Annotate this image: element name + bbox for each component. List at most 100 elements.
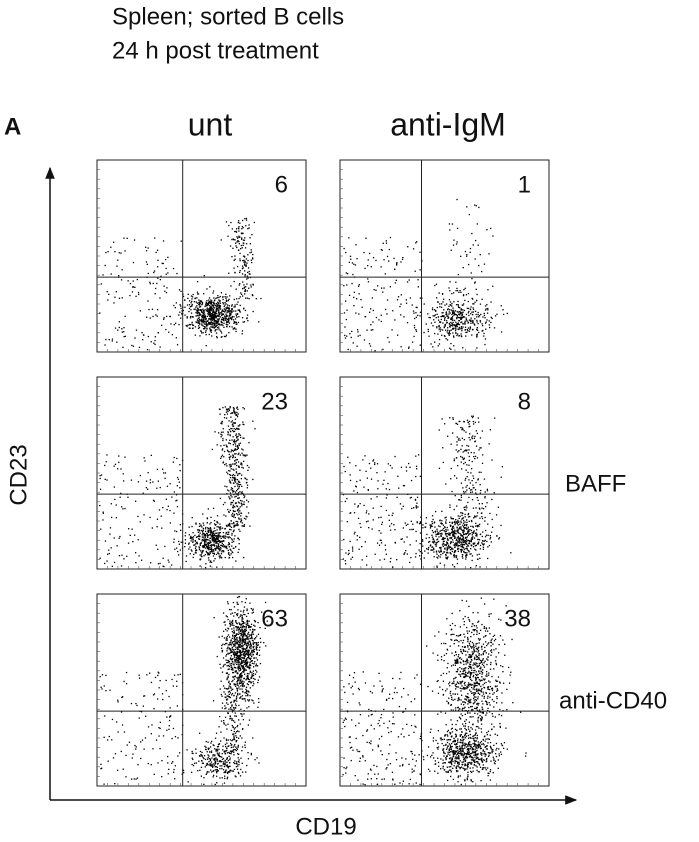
event-dot (116, 341, 118, 343)
event-dot (224, 761, 227, 763)
event-dot (225, 628, 227, 631)
event-dot (211, 316, 213, 318)
event-dot (455, 530, 457, 532)
event-dot (234, 463, 236, 465)
event-dot (467, 471, 469, 474)
event-dot (236, 436, 238, 438)
event-dot (218, 296, 220, 299)
event-dot (465, 313, 468, 316)
event-dot (223, 630, 225, 632)
event-dot (128, 528, 130, 530)
event-dot (234, 418, 237, 420)
event-dot (188, 327, 190, 329)
event-dot (212, 317, 214, 319)
event-dot (221, 434, 223, 436)
event-dot (460, 448, 462, 450)
event-dot (152, 694, 155, 696)
event-dot (450, 467, 452, 470)
event-dot (465, 294, 468, 296)
event-dot (241, 268, 244, 270)
event-dot (105, 461, 107, 463)
event-dot (474, 515, 476, 517)
event-dot (482, 329, 484, 332)
event-dot (249, 687, 251, 689)
event-dot (472, 319, 474, 322)
event-dot (230, 742, 232, 745)
event-dot (413, 335, 415, 338)
event-dot (436, 565, 438, 567)
event-dot (226, 321, 228, 323)
event-dot (209, 301, 211, 303)
event-dot (241, 474, 243, 476)
event-dot (465, 556, 467, 558)
event-dot (222, 666, 224, 668)
event-dot (235, 653, 238, 655)
event-dot (141, 332, 143, 334)
event-dot (378, 530, 380, 532)
event-dot (246, 619, 248, 622)
event-dot (209, 530, 211, 532)
event-dot (147, 488, 149, 490)
event-dot (209, 757, 211, 760)
event-dot (356, 258, 358, 260)
event-dot (234, 635, 237, 637)
event-dot (446, 315, 448, 317)
event-dot (207, 754, 209, 756)
event-dot (469, 533, 471, 535)
event-dot (114, 753, 117, 755)
event-dot (457, 550, 459, 552)
event-dot (349, 474, 351, 476)
event-dot (435, 550, 438, 552)
event-dot (238, 241, 240, 243)
event-dot (226, 653, 228, 656)
event-dot (431, 530, 434, 532)
event-dot (229, 537, 231, 539)
event-dot (224, 464, 226, 466)
event-dot (157, 671, 159, 673)
event-dot (432, 325, 434, 327)
event-dot (244, 289, 247, 291)
event-dot (242, 618, 244, 620)
event-dot (173, 538, 175, 540)
event-dot (179, 549, 181, 551)
event-dot (466, 546, 468, 548)
event-dot (235, 495, 237, 497)
event-dot (225, 531, 227, 534)
event-dot (377, 285, 379, 287)
event-dot (463, 457, 465, 459)
event-dot (237, 492, 240, 494)
event-dot (436, 556, 438, 558)
event-dot (465, 335, 467, 337)
event-dot (193, 308, 195, 310)
event-dot (220, 548, 222, 550)
event-dot (224, 763, 226, 765)
event-dot (463, 490, 465, 493)
event-dot (463, 430, 465, 432)
event-dot (228, 310, 230, 312)
event-dot (231, 704, 233, 706)
event-dot (248, 679, 251, 681)
event-dot (439, 306, 441, 308)
event-dot (206, 539, 208, 541)
event-dot (446, 339, 449, 341)
event-dot (427, 330, 429, 333)
event-dot (139, 474, 141, 477)
event-dot (238, 220, 240, 222)
event-dot (197, 308, 199, 310)
event-dot (452, 332, 454, 334)
event-dot (184, 314, 186, 316)
event-dot (467, 532, 469, 534)
event-dot (449, 324, 451, 326)
event-dot (460, 318, 463, 320)
event-dot (208, 747, 210, 750)
event-dot (155, 251, 157, 254)
event-dot (415, 506, 417, 508)
event-dot (252, 478, 254, 481)
event-dot (190, 540, 192, 542)
event-dot (237, 760, 239, 763)
event-dot (204, 745, 206, 747)
event-dot (211, 550, 213, 552)
event-dot (235, 545, 237, 548)
event-dot (362, 459, 364, 461)
event-dot (160, 515, 162, 517)
